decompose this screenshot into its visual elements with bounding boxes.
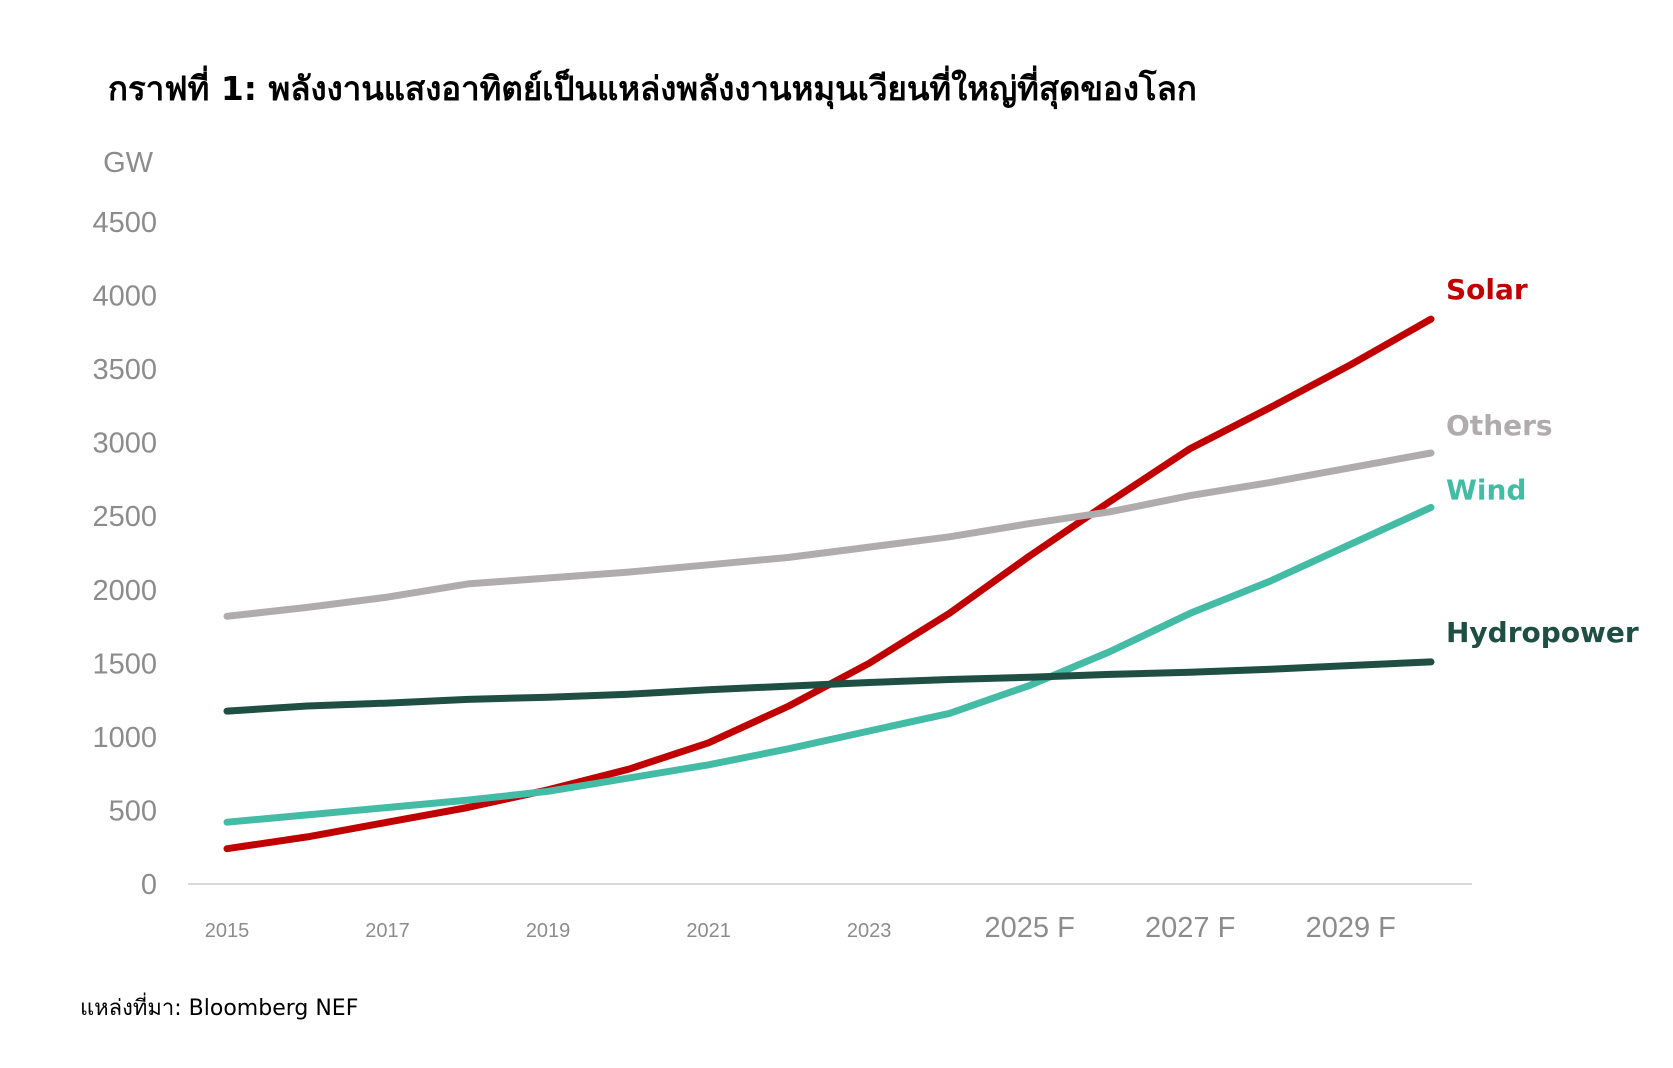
x-axis: 2015 2017 2019 2021 2023 2025 F 2027 F 2029 F xyxy=(188,883,1472,944)
series-lines xyxy=(223,315,1435,853)
series-label-others: Others xyxy=(1446,409,1553,442)
x-tick-label: 2023 xyxy=(847,920,892,942)
y-tick-label: 1000 xyxy=(92,722,157,754)
x-tick-label: 2025 F xyxy=(985,912,1075,944)
x-tick-label: 2021 xyxy=(686,920,731,942)
y-tick-label: 500 xyxy=(109,795,157,827)
y-tick-label: 3500 xyxy=(92,354,157,386)
y-tick-label: 2000 xyxy=(92,575,157,607)
y-tick-label: 3000 xyxy=(92,428,157,460)
y-axis-unit-label: GW xyxy=(103,147,154,179)
series-label-wind: Wind xyxy=(1446,473,1526,506)
x-tick-label: 2027 F xyxy=(1145,912,1235,944)
chart-title: กราฟที่ 1: พลังงานแสงอาทิตย์เป็นแหล่งพลั… xyxy=(108,69,1197,108)
y-tick-label: 1500 xyxy=(92,648,157,680)
x-tick-label: 2015 xyxy=(205,920,250,942)
series-label-hydropower: Hydropower xyxy=(1446,616,1639,649)
x-tick-label: 2029 F xyxy=(1306,912,1396,944)
y-axis: GW 0 500 1000 1500 2000 2500 3000 3500 4000 4500 xyxy=(92,147,157,901)
x-tick-label: 2017 xyxy=(365,920,410,942)
y-tick-label: 4000 xyxy=(92,281,157,313)
series-label-solar: Solar xyxy=(1446,273,1528,306)
series-line-others xyxy=(223,449,1435,620)
y-tick-label: 4500 xyxy=(92,207,157,239)
x-tick-label: 2019 xyxy=(526,920,571,942)
y-tick-label: 2500 xyxy=(92,501,157,533)
series-line-wind xyxy=(223,503,1435,826)
series-line-hydropower xyxy=(223,658,1435,715)
source-note: แหล่งที่มา: Bloomberg NEF xyxy=(80,996,359,1021)
series-labels: Solar Others Wind Hydropower xyxy=(1446,273,1639,649)
series-line-solar xyxy=(223,315,1435,853)
y-tick-label: 0 xyxy=(141,869,157,901)
